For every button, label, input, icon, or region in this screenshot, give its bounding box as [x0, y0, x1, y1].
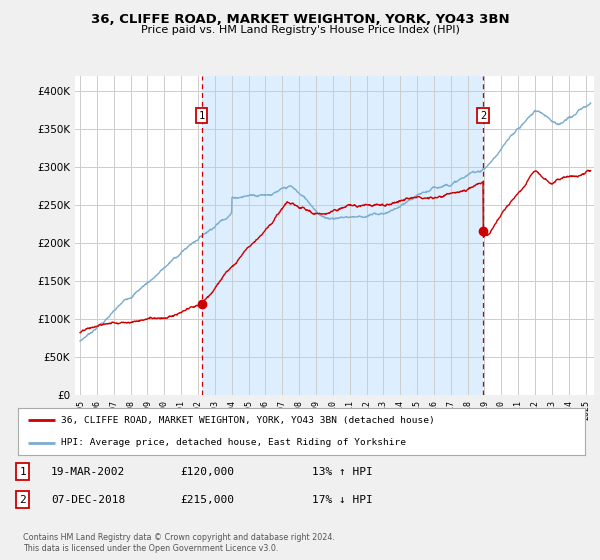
Text: 2: 2 — [19, 494, 26, 505]
Text: 07-DEC-2018: 07-DEC-2018 — [51, 494, 125, 505]
Text: 17% ↓ HPI: 17% ↓ HPI — [312, 494, 373, 505]
Text: 19-MAR-2002: 19-MAR-2002 — [51, 466, 125, 477]
Text: £215,000: £215,000 — [180, 494, 234, 505]
Bar — [202, 76, 483, 395]
Text: HPI: Average price, detached house, East Riding of Yorkshire: HPI: Average price, detached house, East… — [61, 438, 406, 447]
Text: Contains HM Land Registry data © Crown copyright and database right 2024.
This d: Contains HM Land Registry data © Crown c… — [23, 533, 335, 553]
Text: 2: 2 — [480, 110, 486, 120]
Text: Price paid vs. HM Land Registry's House Price Index (HPI): Price paid vs. HM Land Registry's House … — [140, 25, 460, 35]
Text: 36, CLIFFE ROAD, MARKET WEIGHTON, YORK, YO43 3BN: 36, CLIFFE ROAD, MARKET WEIGHTON, YORK, … — [91, 13, 509, 26]
Text: £120,000: £120,000 — [180, 466, 234, 477]
Text: 13% ↑ HPI: 13% ↑ HPI — [312, 466, 373, 477]
Text: 36, CLIFFE ROAD, MARKET WEIGHTON, YORK, YO43 3BN (detached house): 36, CLIFFE ROAD, MARKET WEIGHTON, YORK, … — [61, 416, 434, 425]
Text: 1: 1 — [199, 110, 205, 120]
Text: 1: 1 — [19, 466, 26, 477]
